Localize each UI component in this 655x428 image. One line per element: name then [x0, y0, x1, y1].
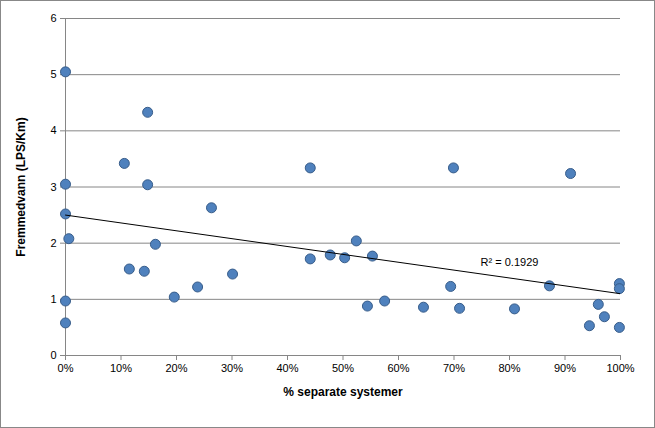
svg-text:1: 1	[50, 293, 56, 305]
svg-text:2: 2	[50, 237, 56, 249]
svg-text:80%: 80%	[498, 362, 520, 374]
svg-text:R² = 0.1929: R² = 0.1929	[481, 256, 539, 268]
svg-text:3: 3	[50, 181, 56, 193]
svg-text:4: 4	[50, 124, 56, 136]
svg-text:5: 5	[50, 68, 56, 80]
svg-text:40%: 40%	[276, 362, 298, 374]
svg-text:10%: 10%	[110, 362, 132, 374]
svg-text:100%: 100%	[606, 362, 634, 374]
svg-text:50%: 50%	[332, 362, 354, 374]
svg-text:90%: 90%	[554, 362, 576, 374]
svg-text:20%: 20%	[165, 362, 187, 374]
svg-text:30%: 30%	[221, 362, 243, 374]
svg-text:70%: 70%	[443, 362, 465, 374]
svg-text:0: 0	[50, 349, 56, 361]
svg-text:6: 6	[50, 12, 56, 24]
svg-text:0%: 0%	[58, 362, 74, 374]
svg-text:Fremmedvann (LPS/Km): Fremmedvann (LPS/Km)	[14, 117, 28, 256]
svg-text:% separate systemer: % separate systemer	[283, 385, 403, 399]
svg-text:60%: 60%	[387, 362, 409, 374]
